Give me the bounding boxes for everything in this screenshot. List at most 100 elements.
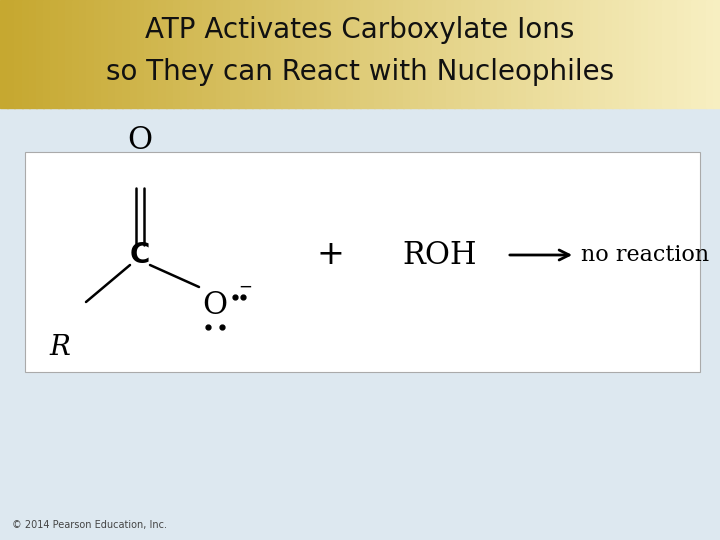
Bar [713, 0, 720, 108]
Bar [583, 0, 591, 108]
Text: −: − [238, 278, 252, 296]
Bar [7, 0, 15, 108]
Bar [410, 0, 418, 108]
Bar [677, 0, 685, 108]
Bar [266, 0, 274, 108]
Bar [360, 0, 368, 108]
Text: R: R [50, 334, 71, 361]
Bar [468, 0, 476, 108]
Bar [36, 0, 44, 108]
Bar [259, 0, 267, 108]
Bar [389, 0, 397, 108]
Bar [634, 0, 642, 108]
Bar [158, 0, 166, 108]
Bar [202, 0, 210, 108]
Bar [497, 0, 505, 108]
Bar [533, 0, 541, 108]
Bar [137, 0, 145, 108]
Bar [151, 0, 159, 108]
Bar [252, 0, 260, 108]
Bar [72, 0, 80, 108]
Bar [25, 152, 700, 372]
Bar [230, 0, 238, 108]
Bar [612, 0, 620, 108]
Bar [331, 0, 339, 108]
Bar [382, 0, 390, 108]
Text: ROH: ROH [402, 240, 477, 271]
Bar [554, 0, 562, 108]
Bar [338, 0, 346, 108]
Text: C: C [130, 241, 150, 269]
Bar [482, 0, 490, 108]
Bar [187, 0, 195, 108]
Text: +: + [316, 239, 344, 272]
Bar [245, 0, 253, 108]
Bar [65, 0, 73, 108]
Bar [238, 0, 246, 108]
Bar [504, 0, 512, 108]
Bar [216, 0, 224, 108]
Bar [598, 0, 606, 108]
Bar [101, 0, 109, 108]
Bar [655, 0, 663, 108]
Bar [353, 0, 361, 108]
Bar [461, 0, 469, 108]
Bar [122, 0, 130, 108]
Bar [310, 0, 318, 108]
Bar [130, 0, 138, 108]
Bar [50, 0, 58, 108]
Bar [324, 0, 332, 108]
Bar [166, 0, 174, 108]
Bar [590, 0, 598, 108]
Bar [706, 0, 714, 108]
Bar [144, 0, 152, 108]
Bar [43, 0, 51, 108]
Bar [418, 0, 426, 108]
Bar [0, 0, 8, 108]
Bar [22, 0, 30, 108]
Bar [648, 0, 656, 108]
Bar [526, 0, 534, 108]
Text: so They can React with Nucleophiles: so They can React with Nucleophiles [106, 58, 614, 86]
Bar [490, 0, 498, 108]
Bar [180, 0, 188, 108]
Bar [403, 0, 411, 108]
Bar [14, 0, 22, 108]
Bar [173, 0, 181, 108]
Bar [446, 0, 454, 108]
Text: O: O [202, 289, 228, 321]
Bar [475, 0, 483, 108]
Bar [425, 0, 433, 108]
Bar [619, 0, 627, 108]
Bar [396, 0, 404, 108]
Bar [302, 0, 310, 108]
Bar [223, 0, 231, 108]
Bar [58, 0, 66, 108]
Bar [432, 0, 440, 108]
Bar [454, 0, 462, 108]
Bar [439, 0, 447, 108]
Bar [691, 0, 699, 108]
Bar [86, 0, 94, 108]
Bar [295, 0, 303, 108]
Bar [540, 0, 548, 108]
Bar [374, 0, 382, 108]
Bar [209, 0, 217, 108]
Bar [115, 0, 123, 108]
Text: ATP Activates Carboxylate Ions: ATP Activates Carboxylate Ions [145, 16, 575, 44]
Text: O: O [127, 125, 153, 156]
Bar [194, 0, 202, 108]
Bar [684, 0, 692, 108]
Bar [626, 0, 634, 108]
Text: © 2014 Pearson Education, Inc.: © 2014 Pearson Education, Inc. [12, 520, 167, 530]
Bar [562, 0, 570, 108]
Bar [94, 0, 102, 108]
Bar [281, 0, 289, 108]
Bar [511, 0, 519, 108]
Bar [569, 0, 577, 108]
Bar [605, 0, 613, 108]
Bar [108, 0, 116, 108]
Bar [547, 0, 555, 108]
Bar [79, 0, 87, 108]
Bar [698, 0, 706, 108]
